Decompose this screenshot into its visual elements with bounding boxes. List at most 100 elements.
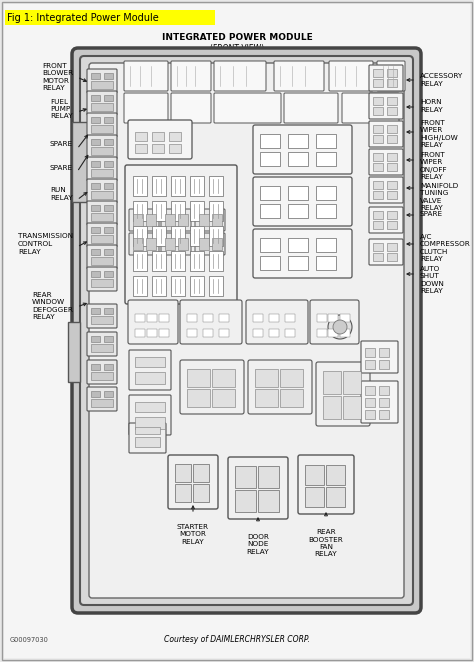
- Bar: [171, 276, 185, 296]
- FancyBboxPatch shape: [369, 121, 403, 147]
- Bar: [260, 238, 280, 252]
- Bar: [91, 139, 100, 145]
- Text: (FRONT VIEW): (FRONT VIEW): [210, 44, 264, 52]
- FancyBboxPatch shape: [124, 93, 168, 123]
- Bar: [91, 344, 113, 352]
- Bar: [387, 135, 397, 143]
- Text: INTEGRATED POWER MODULE: INTEGRATED POWER MODULE: [162, 34, 312, 42]
- FancyBboxPatch shape: [377, 61, 405, 91]
- Bar: [190, 276, 204, 296]
- Bar: [91, 227, 100, 233]
- Bar: [91, 73, 100, 79]
- Bar: [135, 372, 165, 384]
- Bar: [104, 364, 113, 370]
- Bar: [288, 134, 308, 148]
- Bar: [260, 256, 280, 270]
- FancyBboxPatch shape: [361, 341, 398, 373]
- Bar: [104, 308, 113, 314]
- Bar: [171, 201, 185, 221]
- Bar: [317, 314, 327, 322]
- Bar: [288, 238, 308, 252]
- Bar: [316, 152, 336, 166]
- Bar: [209, 226, 223, 246]
- Bar: [171, 226, 185, 246]
- Text: MANIFOLD
TUNING
VALVE
RELAY: MANIFOLD TUNING VALVE RELAY: [420, 183, 458, 211]
- Bar: [260, 134, 280, 148]
- Bar: [190, 226, 204, 246]
- Bar: [72, 122, 88, 202]
- Bar: [104, 205, 113, 211]
- Bar: [159, 329, 169, 337]
- Bar: [260, 204, 280, 218]
- Circle shape: [333, 320, 347, 334]
- Text: ACCESSORY
RELAY: ACCESSORY RELAY: [420, 73, 463, 87]
- FancyBboxPatch shape: [80, 56, 413, 605]
- Bar: [387, 79, 397, 87]
- Bar: [178, 238, 188, 250]
- Bar: [175, 464, 191, 482]
- FancyBboxPatch shape: [125, 165, 237, 304]
- FancyBboxPatch shape: [87, 360, 117, 384]
- FancyBboxPatch shape: [87, 304, 117, 328]
- Bar: [190, 201, 204, 221]
- Bar: [133, 238, 143, 250]
- Bar: [373, 243, 383, 251]
- Bar: [373, 221, 383, 229]
- Bar: [387, 181, 397, 189]
- Bar: [133, 201, 147, 221]
- FancyBboxPatch shape: [214, 93, 281, 123]
- Text: G00097030: G00097030: [10, 637, 49, 643]
- Bar: [387, 69, 397, 77]
- FancyBboxPatch shape: [87, 179, 117, 203]
- Text: Fig 1: Integrated Power Module: Fig 1: Integrated Power Module: [7, 13, 159, 23]
- Bar: [190, 251, 204, 271]
- FancyBboxPatch shape: [128, 300, 178, 344]
- Bar: [91, 183, 100, 189]
- Bar: [209, 276, 223, 296]
- Bar: [316, 186, 336, 200]
- FancyBboxPatch shape: [253, 229, 352, 278]
- Bar: [178, 214, 188, 226]
- Bar: [159, 314, 169, 322]
- Bar: [165, 238, 175, 250]
- FancyBboxPatch shape: [87, 69, 117, 93]
- Bar: [373, 253, 383, 261]
- FancyBboxPatch shape: [129, 350, 171, 390]
- FancyBboxPatch shape: [168, 455, 218, 509]
- Text: AUTO
SHUT
DOWN
RELAY: AUTO SHUT DOWN RELAY: [420, 265, 444, 294]
- Bar: [187, 314, 197, 322]
- FancyBboxPatch shape: [361, 381, 398, 423]
- Bar: [135, 427, 160, 434]
- Bar: [365, 360, 375, 369]
- Bar: [340, 314, 350, 322]
- FancyBboxPatch shape: [87, 245, 117, 269]
- Text: FRONT
BLOWER
MOTOR
RELAY: FRONT BLOWER MOTOR RELAY: [42, 63, 73, 91]
- FancyBboxPatch shape: [248, 360, 312, 414]
- Bar: [133, 251, 147, 271]
- Bar: [104, 271, 113, 277]
- Bar: [91, 117, 100, 123]
- Bar: [219, 329, 229, 337]
- Bar: [91, 316, 113, 324]
- FancyBboxPatch shape: [195, 233, 225, 255]
- Bar: [326, 487, 345, 507]
- Bar: [91, 391, 100, 397]
- Text: STARTER
MOTOR
RELAY: STARTER MOTOR RELAY: [177, 524, 209, 545]
- FancyBboxPatch shape: [87, 332, 117, 356]
- FancyBboxPatch shape: [87, 267, 117, 291]
- Bar: [365, 348, 375, 357]
- Bar: [288, 256, 308, 270]
- Bar: [212, 369, 235, 387]
- FancyBboxPatch shape: [369, 149, 403, 175]
- Bar: [91, 235, 113, 243]
- Bar: [255, 389, 278, 407]
- Bar: [373, 163, 383, 171]
- Bar: [91, 308, 100, 314]
- Bar: [104, 249, 113, 255]
- FancyBboxPatch shape: [129, 233, 159, 255]
- Bar: [171, 176, 185, 196]
- Text: HORN
RELAY: HORN RELAY: [420, 99, 443, 113]
- Bar: [235, 466, 256, 488]
- Bar: [326, 465, 345, 485]
- Bar: [91, 147, 113, 155]
